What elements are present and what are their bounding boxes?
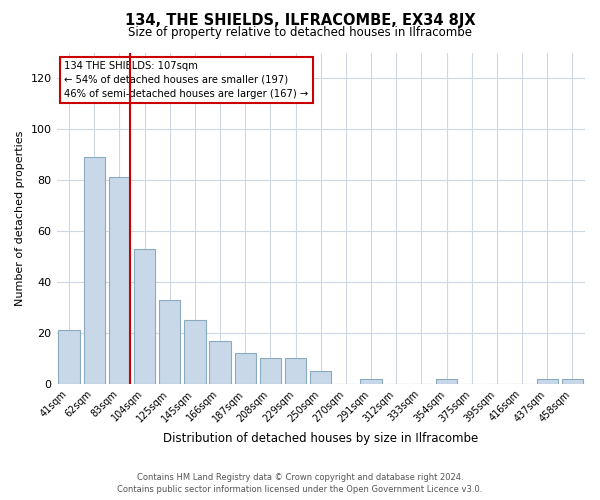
Bar (209, 340, 231, 384)
Text: Contains HM Land Registry data © Crown copyright and database right 2024.
Contai: Contains HM Land Registry data © Crown c… (118, 472, 482, 494)
Y-axis label: Number of detached properties: Number of detached properties (15, 130, 25, 306)
Bar (159, 300, 181, 384)
Bar (184, 320, 206, 384)
Bar (134, 249, 155, 384)
Bar (310, 371, 331, 384)
Text: 134 THE SHIELDS: 107sqm
← 54% of detached houses are smaller (197)
46% of semi-d: 134 THE SHIELDS: 107sqm ← 54% of detache… (64, 61, 309, 99)
Bar (285, 358, 307, 384)
Bar (536, 379, 558, 384)
Bar (83, 157, 105, 384)
Bar (361, 379, 382, 384)
Bar (260, 358, 281, 384)
X-axis label: Distribution of detached houses by size in Ilfracombe: Distribution of detached houses by size … (163, 432, 478, 445)
Bar (58, 330, 80, 384)
Bar (562, 379, 583, 384)
Text: 134, THE SHIELDS, ILFRACOMBE, EX34 8JX: 134, THE SHIELDS, ILFRACOMBE, EX34 8JX (125, 12, 475, 28)
Bar (109, 178, 130, 384)
Text: Size of property relative to detached houses in Ilfracombe: Size of property relative to detached ho… (128, 26, 472, 39)
Bar (235, 354, 256, 384)
Bar (436, 379, 457, 384)
